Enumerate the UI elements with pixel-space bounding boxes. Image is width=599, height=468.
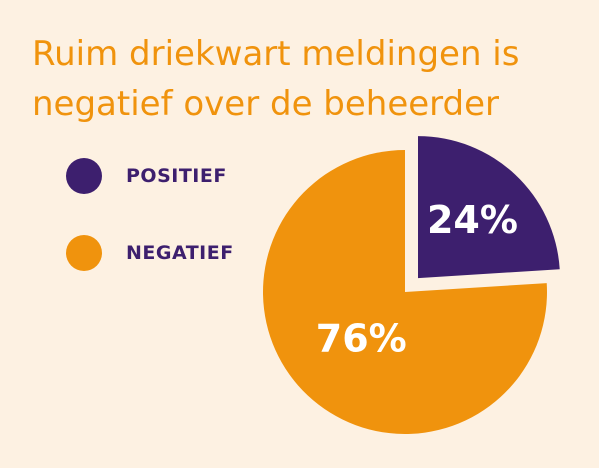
legend-item-positief: POSITIEF — [66, 158, 227, 194]
pie-label-positief: 24% — [427, 198, 518, 242]
legend-swatch-negatief — [66, 235, 102, 271]
pie-slice-positief — [418, 136, 560, 279]
pie-slice-negatief — [263, 150, 547, 434]
pie-label-negatief: 76% — [316, 317, 407, 361]
legend-swatch-positief — [66, 158, 102, 194]
chart-title-line-2: negatief over de beheerder — [32, 84, 500, 124]
legend-label-negatief: NEGATIEF — [126, 242, 234, 264]
legend-item-negatief: NEGATIEF — [66, 235, 234, 271]
legend-label-positief: POSITIEF — [126, 165, 227, 187]
chart-title-line-1: Ruim driekwart meldingen is — [32, 34, 520, 74]
